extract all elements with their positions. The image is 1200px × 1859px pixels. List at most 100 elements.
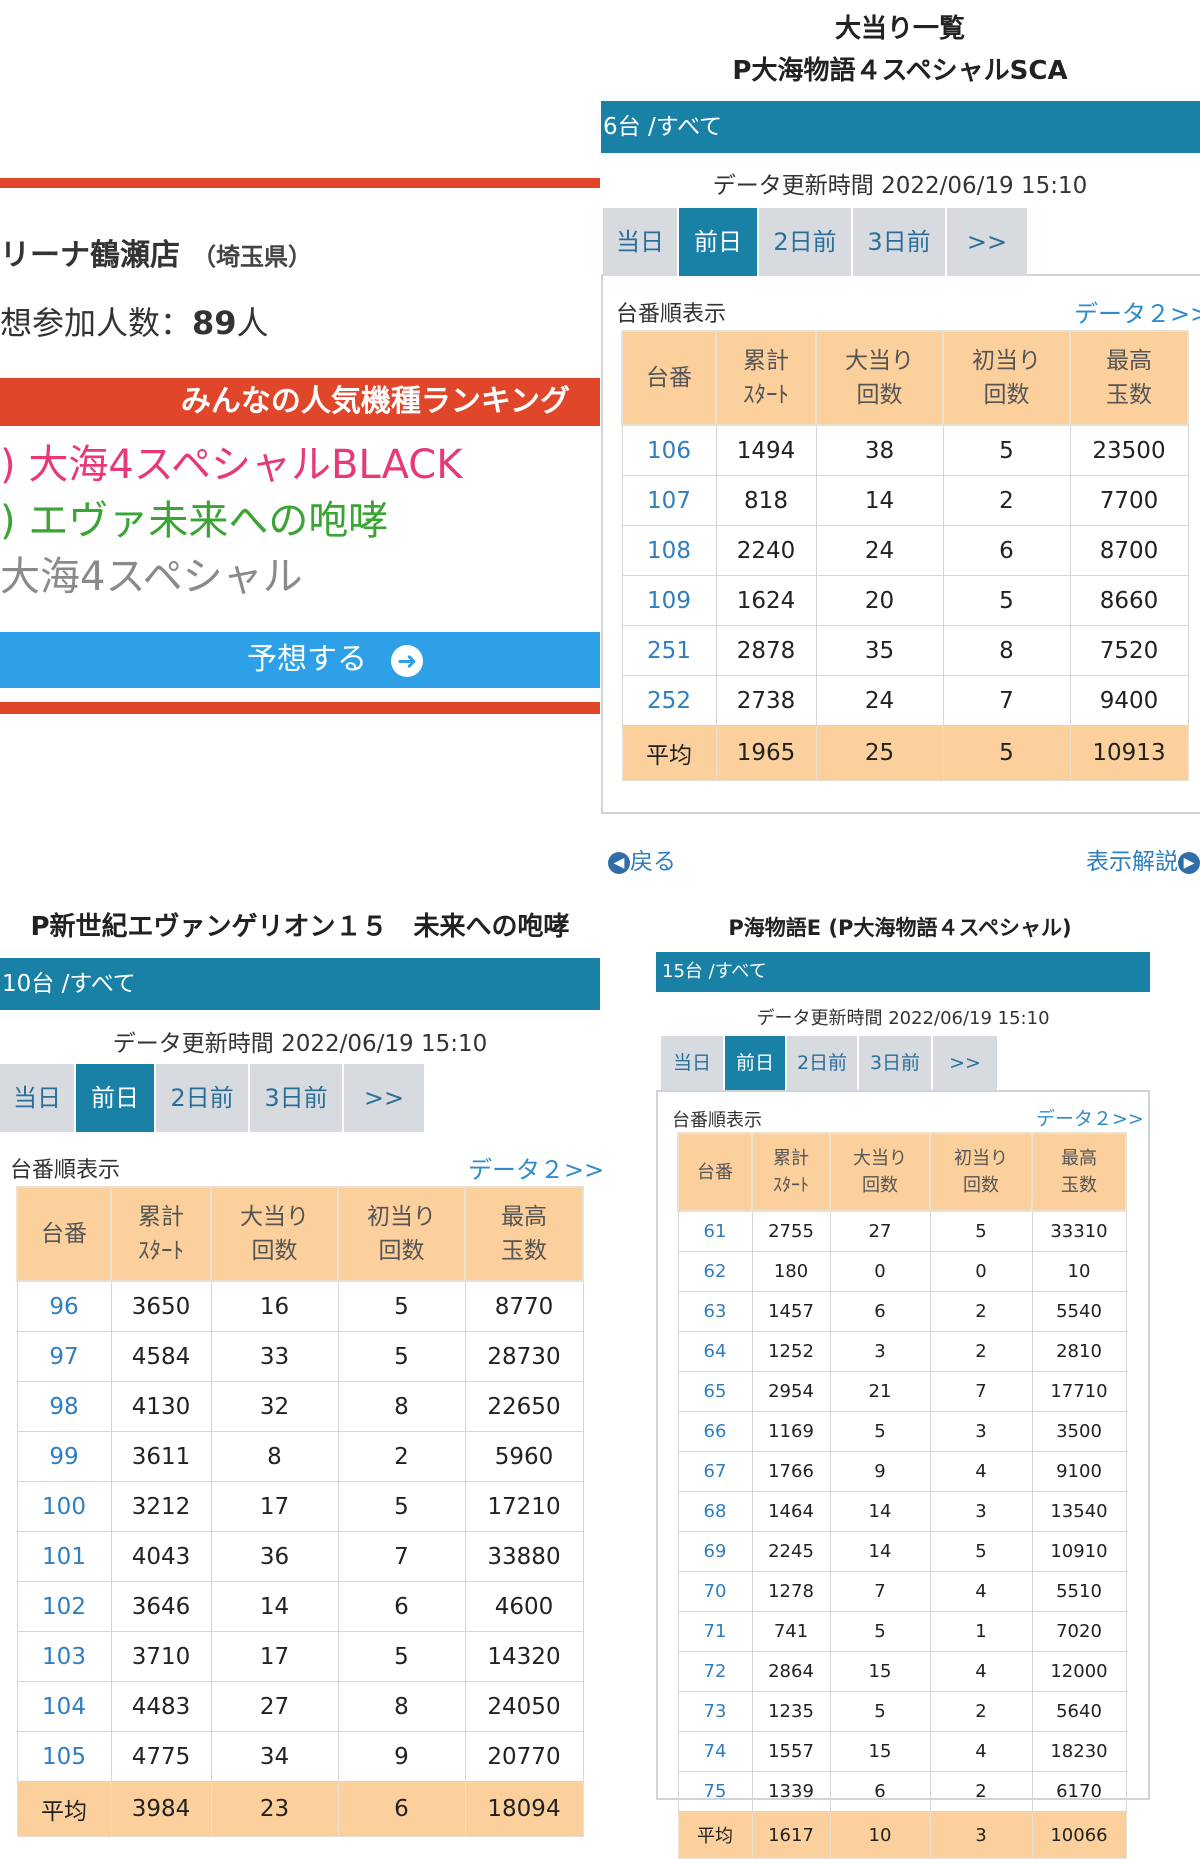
unit-number-link[interactable]: 96 (16, 1280, 112, 1332)
help-link[interactable]: 表示解説 ▶ (1086, 842, 1200, 876)
table-header-row: 台番 累計 ｽﾀｰﾄ 大当り 回数 初当り 回数 最高 玉数 (677, 1132, 1127, 1212)
table-cell: 3611 (110, 1431, 212, 1482)
unit-number-link[interactable]: 97 (16, 1331, 112, 1382)
ranking-item[interactable]: ) エヴァ未来への咆哮 (0, 498, 389, 544)
tab-more[interactable]: >> (344, 1064, 424, 1132)
table-cell: 4 (929, 1651, 1033, 1692)
table-cell: 5 (829, 1691, 931, 1732)
table-cell: 33310 (1031, 1210, 1127, 1252)
unit-number-link[interactable]: 109 (621, 575, 717, 626)
table-cell: 22650 (464, 1381, 584, 1432)
unit-number-link[interactable]: 99 (16, 1431, 112, 1482)
tab-day-1[interactable]: 前日 (725, 1036, 787, 1090)
table-cell: 7020 (1031, 1611, 1127, 1652)
average-row: 平均 1617 10 3 10066 (677, 1811, 1127, 1859)
unit-number-link[interactable]: 67 (677, 1451, 753, 1492)
average-label: 平均 (677, 1811, 753, 1859)
table-cell: 7700 (1069, 475, 1189, 526)
tab-day-3[interactable]: 3日前 (859, 1036, 933, 1090)
unit-number-link[interactable]: 108 (621, 525, 717, 576)
unit-number-link[interactable]: 61 (677, 1210, 753, 1252)
unit-number-link[interactable]: 252 (621, 675, 717, 726)
unit-number-link[interactable]: 101 (16, 1531, 112, 1582)
data2-link[interactable]: データ２>> (1074, 300, 1200, 328)
unit-number-link[interactable]: 65 (677, 1371, 753, 1412)
unit-number-link[interactable]: 106 (621, 424, 717, 476)
unit-number-link[interactable]: 107 (621, 475, 717, 526)
table-row: 64 1252 3 2 2810 (677, 1331, 1127, 1372)
day-tabs: 当日 前日 2日前 3日前 >> (0, 1064, 424, 1132)
unit-number-link[interactable]: 100 (16, 1481, 112, 1532)
tab-day-2[interactable]: 2日前 (759, 208, 853, 276)
table-cell: 6 (829, 1291, 931, 1332)
table-cell: 2 (337, 1431, 466, 1482)
unit-filter-bar[interactable]: 15台 /すべて (656, 952, 1150, 992)
unit-number-link[interactable]: 74 (677, 1731, 753, 1772)
tab-more[interactable]: >> (947, 208, 1027, 276)
column-header: 大当り 回数 (829, 1132, 931, 1212)
unit-number-link[interactable]: 103 (16, 1631, 112, 1682)
unit-number-link[interactable]: 102 (16, 1581, 112, 1632)
unit-number-link[interactable]: 75 (677, 1771, 753, 1812)
jackpot-table: 台番 累計 ｽﾀｰﾄ 大当り 回数 初当り 回数 最高 玉数 106 1494 38 5 23500 107… (621, 330, 1189, 781)
ranking-item[interactable]: 大海4スペシャル (0, 554, 303, 600)
unit-filter-bar[interactable]: 6台 /すべて (601, 101, 1200, 153)
unit-number-link[interactable]: 73 (677, 1691, 753, 1732)
table-cell: 2240 (715, 525, 817, 576)
jackpot-table: 台番 累計 ｽﾀｰﾄ 大当り 回数 初当り 回数 最高 玉数 96 3650 16 5 8770 97 458… (16, 1186, 584, 1837)
tab-day-0[interactable]: 当日 (661, 1036, 725, 1090)
unit-number-link[interactable]: 62 (677, 1251, 753, 1292)
table-cell: 27 (829, 1210, 931, 1252)
table-cell: 3710 (110, 1631, 212, 1682)
table-cell: 3500 (1031, 1411, 1127, 1452)
table-cell: 5510 (1031, 1571, 1127, 1612)
unit-number-link[interactable]: 71 (677, 1611, 753, 1652)
unit-number-link[interactable]: 70 (677, 1571, 753, 1612)
table-cell: 741 (751, 1611, 831, 1652)
sort-order-label: 台番順表示 (10, 1158, 121, 1183)
table-row: 68 1464 14 3 13540 (677, 1491, 1127, 1532)
predict-button[interactable]: 予想する ➜ (0, 632, 600, 688)
table-cell: 3 (929, 1491, 1033, 1532)
table-cell: 5 (337, 1481, 466, 1532)
tab-day-3[interactable]: 3日前 (853, 208, 947, 276)
tab-day-1[interactable]: 前日 (76, 1064, 156, 1132)
unit-number-link[interactable]: 63 (677, 1291, 753, 1332)
table-cell: 2954 (751, 1371, 831, 1412)
unit-number-link[interactable]: 66 (677, 1411, 753, 1452)
table-cell: 2 (942, 475, 1071, 526)
column-header: 最高 玉数 (1031, 1132, 1127, 1212)
data2-link[interactable]: データ２>> (468, 1156, 605, 1184)
table-cell: 3212 (110, 1481, 212, 1532)
table-cell: 10 (1031, 1251, 1127, 1292)
average-cell: 10 (829, 1811, 931, 1859)
unit-number-link[interactable]: 98 (16, 1381, 112, 1432)
back-link[interactable]: ◀ 戻る (608, 842, 676, 876)
unit-number-link[interactable]: 72 (677, 1651, 753, 1692)
table-cell: 15 (829, 1651, 931, 1692)
tab-day-0[interactable]: 当日 (0, 1064, 76, 1132)
unit-number-link[interactable]: 104 (16, 1681, 112, 1732)
sort-order-label: 台番順表示 (616, 302, 727, 327)
unit-number-link[interactable]: 251 (621, 625, 717, 676)
ranking-item[interactable]: ) 大海4スペシャルBLACK (0, 442, 463, 488)
tab-day-0[interactable]: 当日 (603, 208, 679, 276)
unit-filter-bar[interactable]: 10台 /すべて (0, 958, 600, 1010)
table-cell: 14 (210, 1581, 339, 1632)
table-cell: 4600 (464, 1581, 584, 1632)
tab-day-3[interactable]: 3日前 (250, 1064, 344, 1132)
table-cell: 8 (942, 625, 1071, 676)
tab-more[interactable]: >> (933, 1036, 997, 1090)
tab-day-2[interactable]: 2日前 (156, 1064, 250, 1132)
average-cell: 3 (929, 1811, 1033, 1859)
unit-number-link[interactable]: 68 (677, 1491, 753, 1532)
unit-number-link[interactable]: 105 (16, 1731, 112, 1782)
unit-number-link[interactable]: 64 (677, 1331, 753, 1372)
table-cell: 15 (829, 1731, 931, 1772)
data2-link[interactable]: データ２>> (1036, 1108, 1144, 1130)
table-cell: 1766 (751, 1451, 831, 1492)
unit-number-link[interactable]: 69 (677, 1531, 753, 1572)
average-cell: 1617 (751, 1811, 831, 1859)
tab-day-1[interactable]: 前日 (679, 208, 759, 276)
tab-day-2[interactable]: 2日前 (787, 1036, 859, 1090)
